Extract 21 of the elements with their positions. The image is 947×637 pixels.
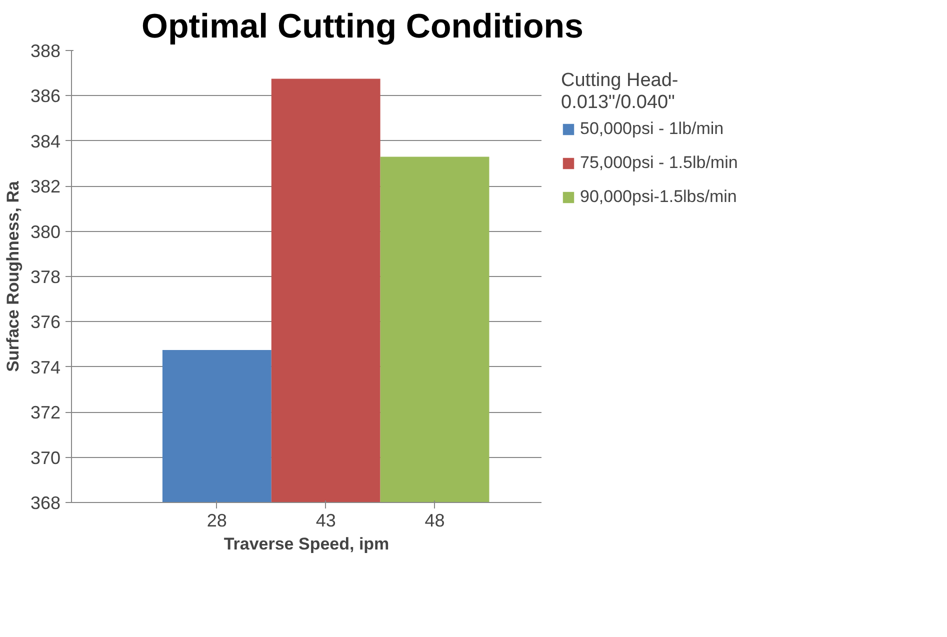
x-tick-label: 28 <box>206 510 227 530</box>
chart-title: Optimal Cutting Conditions <box>142 8 584 46</box>
y-tick-label: 388 <box>30 41 61 61</box>
y-tick-label: 368 <box>30 493 61 513</box>
x-tick-label: 48 <box>424 510 445 530</box>
legend-label: 75,000psi - 1.5lb/min <box>580 153 738 173</box>
x-axis-title: Traverse Speed, ipm <box>224 534 390 554</box>
legend-title: Cutting Head- 0.013"/0.040" <box>561 70 680 114</box>
y-tick-label: 386 <box>30 86 61 106</box>
legend-label: 90,000psi-1.5lbs/min <box>580 187 737 207</box>
y-tick-label: 382 <box>30 176 61 197</box>
y-tick-label: 376 <box>30 312 61 332</box>
legend-label: 50,000psi - 1lb/min <box>580 119 724 139</box>
y-tick-label: 384 <box>30 131 61 152</box>
y-tick-label: 372 <box>30 402 61 423</box>
x-tick-label: 43 <box>316 510 336 530</box>
y-tick-label: 374 <box>30 357 61 378</box>
y-tick-label: 370 <box>30 448 61 468</box>
y-tick-label: 380 <box>30 222 61 242</box>
y-axis-title: Surface Roughness, Ra <box>3 180 22 372</box>
y-tick-label: 378 <box>30 267 61 287</box>
